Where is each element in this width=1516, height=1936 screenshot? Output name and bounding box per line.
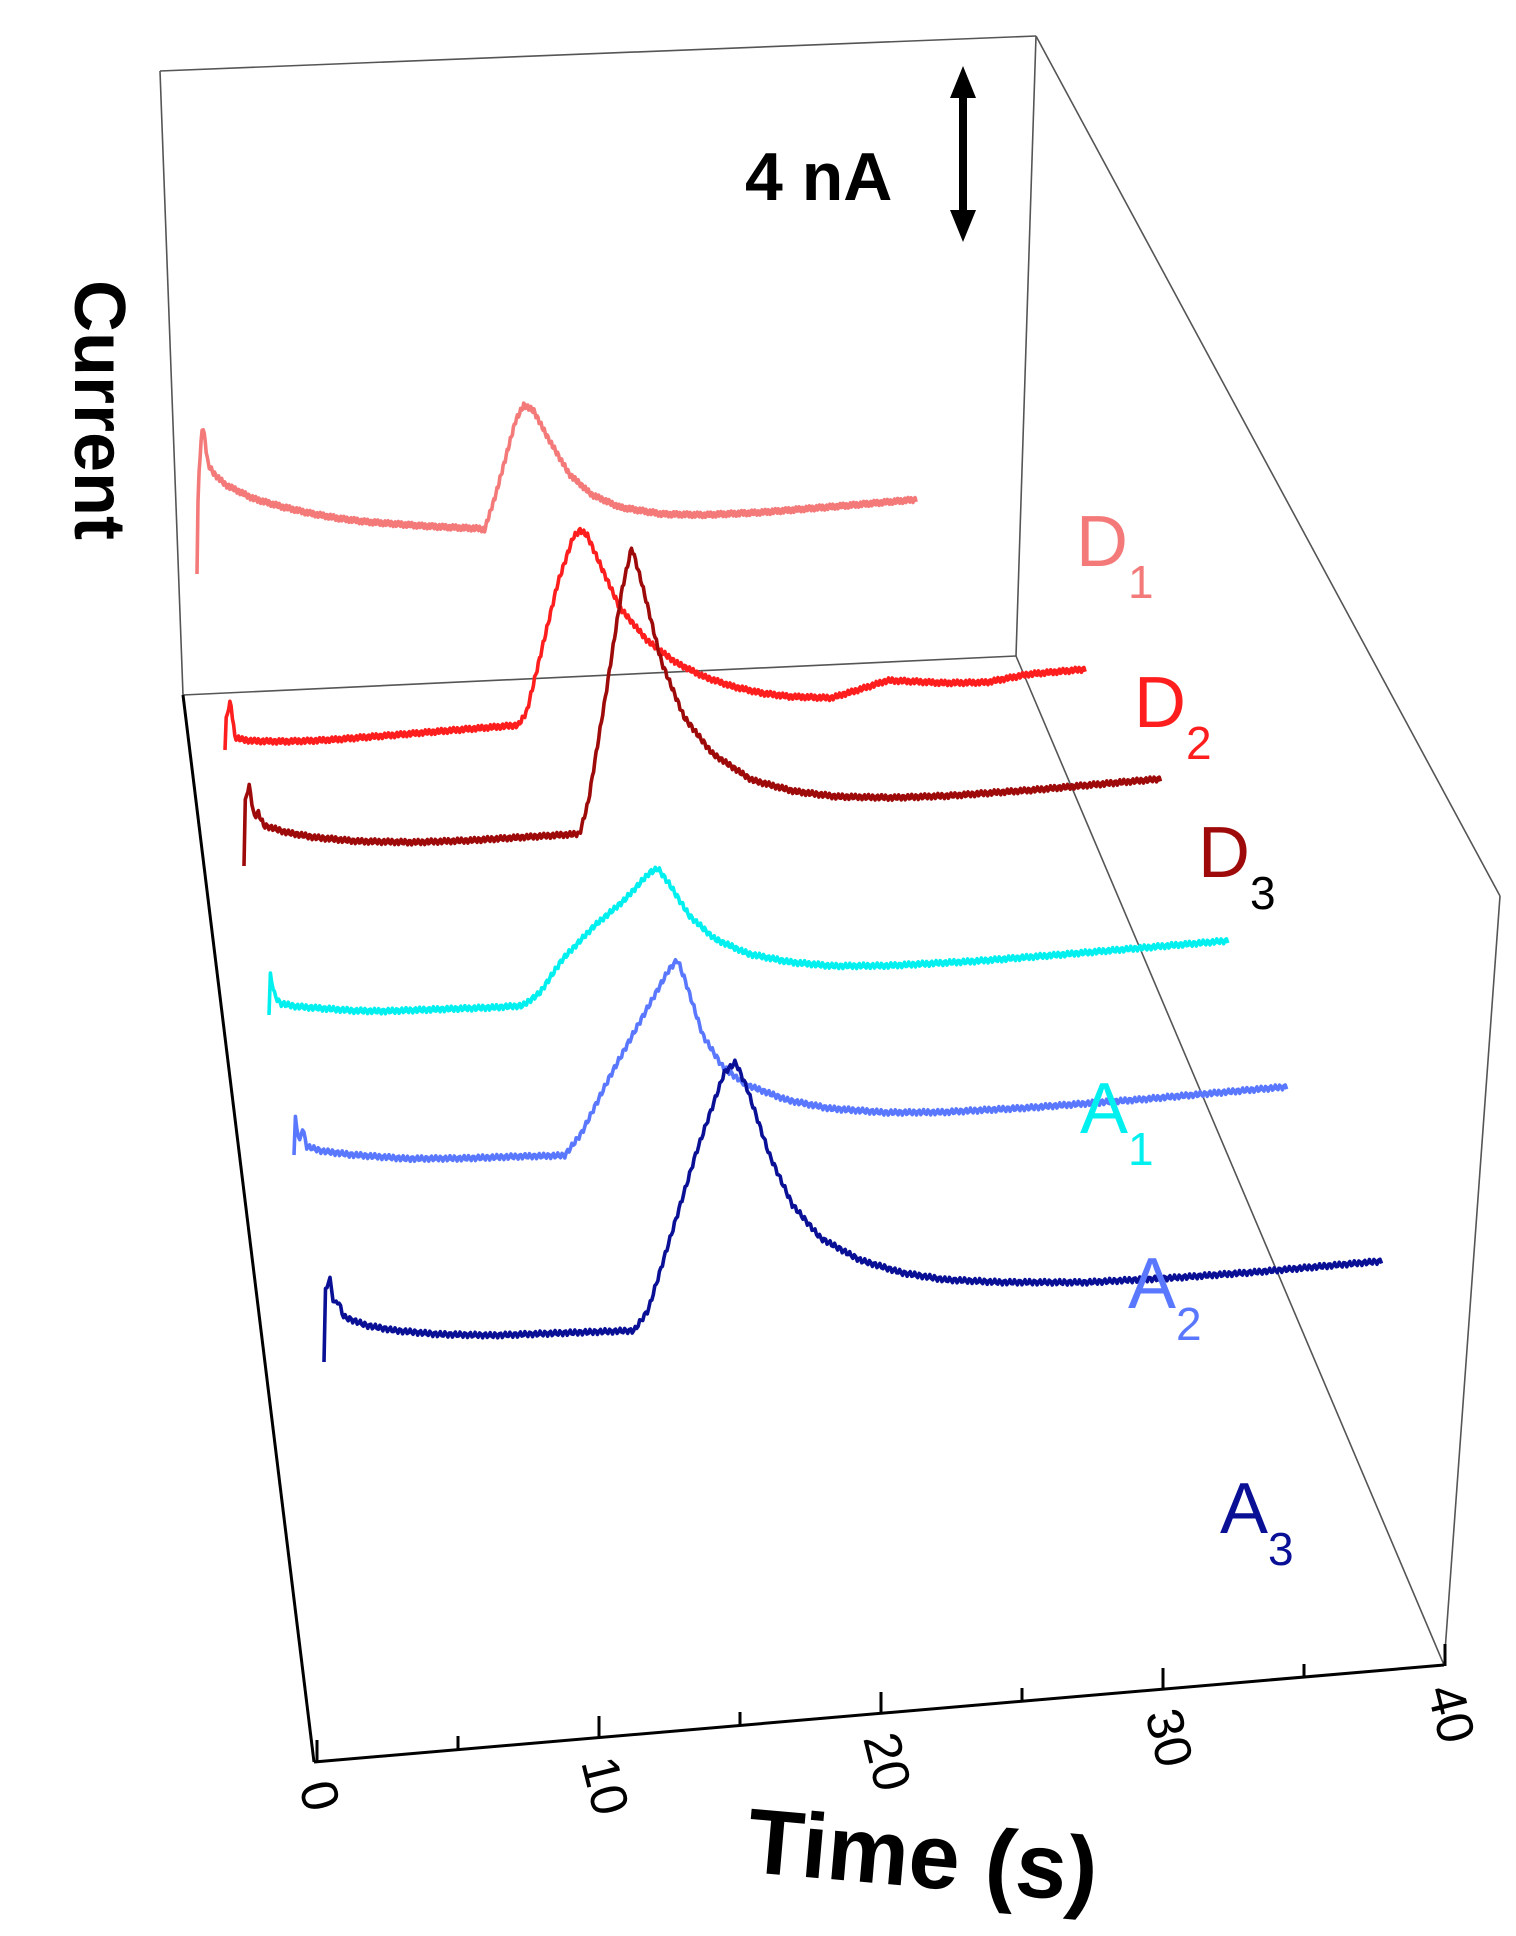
series-group [195, 401, 1384, 1363]
series-label-d3: D3 [1198, 813, 1276, 919]
x-tick-label: 0 [287, 1775, 350, 1817]
plot-box-edge [159, 35, 1037, 72]
series-label-subscript: 1 [1128, 556, 1154, 608]
scale-bar-label: 4 nA [745, 139, 892, 215]
series-line-d2 [223, 526, 1087, 751]
time-axis: 0 10 20 30 40 [287, 1644, 1486, 1821]
series-label-subscript: 2 [1176, 1298, 1202, 1350]
scale-bar-arrow-down [950, 210, 976, 242]
plot-box-edge [1015, 35, 1037, 657]
series-label-group: D1 D2 D3 A1 A2 A3 [1076, 502, 1294, 1575]
plot-box-edge [159, 70, 184, 696]
series-label-subscript: 2 [1186, 717, 1212, 769]
plot-box-edge [1015, 655, 1445, 1666]
series-label-subscript: 3 [1268, 1523, 1294, 1575]
plot-box-edge [1443, 895, 1501, 1666]
x-tick-label: 10 [569, 1751, 639, 1821]
plot-box-edge [1035, 35, 1501, 897]
series-label-subscript: 3 [1250, 867, 1276, 919]
x-tick-label: 40 [1415, 1679, 1485, 1749]
series-line-a2 [292, 958, 1289, 1164]
plot-box-edge [313, 1663, 1445, 1764]
series-label-d1: D1 [1076, 502, 1154, 608]
series-line-d3 [242, 546, 1163, 867]
y-axis-title: Current [59, 280, 139, 540]
x-tick-label: 30 [1133, 1703, 1203, 1773]
series-label-a1: A1 [1080, 1069, 1154, 1175]
plot-box-edge [182, 655, 1017, 696]
plot-box [159, 35, 1501, 1764]
series-label-d2: D2 [1134, 663, 1212, 769]
series-label-a3: A3 [1220, 1469, 1294, 1575]
series-line-a3 [322, 1058, 1384, 1363]
series-line-a1 [267, 865, 1230, 1016]
series-label-subscript: 1 [1128, 1123, 1154, 1175]
scale-bar: 4 nA [745, 66, 976, 242]
x-tick-label: 20 [851, 1727, 921, 1797]
series-label-a2: A2 [1128, 1244, 1202, 1350]
plot-box-edge [181, 694, 316, 1763]
series-line-d1 [195, 401, 918, 575]
x-axis-title: Time (s) [743, 1790, 1102, 1922]
scale-bar-arrow-up [950, 66, 976, 98]
